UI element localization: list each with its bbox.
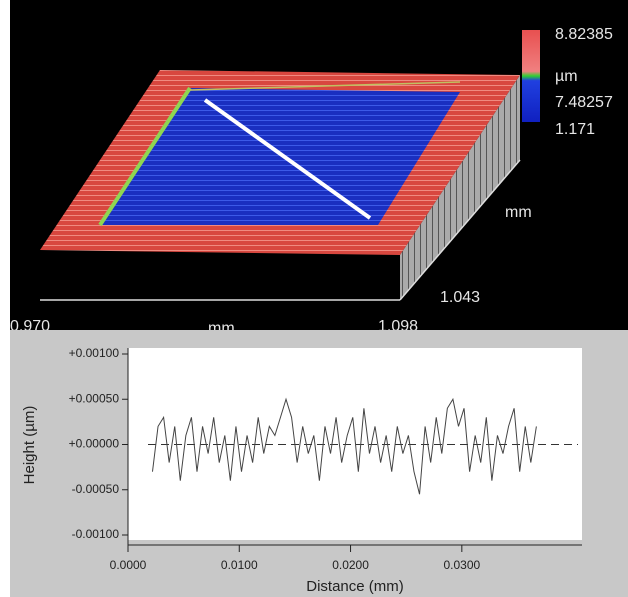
surface-view: 8.82385 µm 7.48257 1.171 mm 1.043 0.970 … bbox=[10, 0, 628, 337]
colorbar-label: 7.48257 bbox=[555, 94, 613, 111]
x-axis-label: Distance (mm) bbox=[306, 578, 404, 595]
x-tick-label: 0.0000 bbox=[110, 558, 147, 572]
y-tick-label: -0.00050 bbox=[72, 482, 120, 496]
side-label: 1.171 bbox=[555, 121, 595, 138]
x-tick-label: 0.0100 bbox=[221, 558, 258, 572]
y-axis-label: Height (µm) bbox=[21, 406, 38, 485]
x-tick-label: 0.0200 bbox=[332, 558, 369, 572]
x-tick-label: 0.0300 bbox=[443, 558, 480, 572]
side-label: 1.043 bbox=[440, 289, 480, 306]
colorbar-label: 8.82385 bbox=[555, 26, 613, 43]
page: 8.82385 µm 7.48257 1.171 mm 1.043 0.970 … bbox=[0, 0, 628, 597]
y-tick-label: +0.00000 bbox=[69, 437, 120, 451]
y-tick-label: +0.00050 bbox=[69, 391, 120, 405]
y-tick-label: -0.00100 bbox=[72, 527, 120, 541]
color-bar bbox=[522, 30, 540, 122]
y-tick-label: +0.00100 bbox=[69, 346, 120, 360]
colorbar-label: µm bbox=[555, 68, 578, 85]
side-label: mm bbox=[505, 204, 532, 221]
